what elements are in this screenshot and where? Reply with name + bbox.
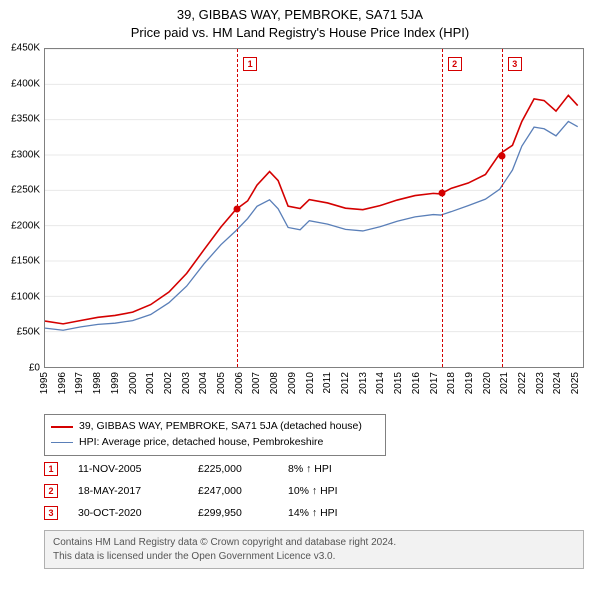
- x-tick-label: 2006: [234, 372, 245, 394]
- x-tick-label: 2011: [322, 372, 333, 394]
- y-tick-label: £400K: [11, 78, 40, 89]
- y-tick-label: £450K: [11, 43, 40, 54]
- y-tick-label: £200K: [11, 220, 40, 231]
- transaction-row: 3 30-OCT-2020£299,95014% ↑ HPI: [44, 502, 398, 524]
- legend-label: 39, GIBBAS WAY, PEMBROKE, SA71 5JA (deta…: [79, 419, 362, 435]
- x-tick-label: 2005: [216, 372, 227, 394]
- sale-vline: [502, 49, 503, 367]
- x-tick-label: 2022: [517, 372, 528, 394]
- legend-swatch: [51, 442, 73, 443]
- x-tick-label: 2012: [340, 372, 351, 394]
- legend-swatch: [51, 426, 73, 428]
- transaction-hpi: 10% ↑ HPI: [288, 485, 398, 497]
- legend-row: 39, GIBBAS WAY, PEMBROKE, SA71 5JA (deta…: [51, 419, 379, 435]
- y-tick-label: £50K: [17, 327, 40, 338]
- x-tick-label: 2016: [411, 372, 422, 394]
- chart-plot-area: 1 2 3: [44, 48, 584, 368]
- transaction-marker: 3: [44, 506, 58, 520]
- x-tick-label: 2021: [499, 372, 510, 394]
- x-tick-label: 2004: [198, 372, 209, 394]
- x-tick-label: 2025: [570, 372, 581, 394]
- transactions-table: 1 11-NOV-2005£225,0008% ↑ HPI 2 18-MAY-2017…: [44, 458, 398, 524]
- title-block: 39, GIBBAS WAY, PEMBROKE, SA71 5JA Price…: [0, 0, 600, 42]
- x-tick-label: 2024: [552, 372, 563, 394]
- x-tick-label: 2023: [535, 372, 546, 394]
- footer-line2: This data is licensed under the Open Gov…: [53, 550, 575, 564]
- transaction-row: 2 18-MAY-2017£247,00010% ↑ HPI: [44, 480, 398, 502]
- x-tick-label: 2001: [145, 372, 156, 394]
- transaction-hpi: 14% ↑ HPI: [288, 507, 398, 519]
- sale-marker-box: 2: [448, 57, 462, 71]
- transaction-date: 11-NOV-2005: [78, 463, 198, 475]
- x-tick-label: 2010: [305, 372, 316, 394]
- x-tick-label: 2014: [375, 372, 386, 394]
- transaction-date: 18-MAY-2017: [78, 485, 198, 497]
- x-axis: 1995199619971998199920002001200220032004…: [44, 368, 584, 410]
- x-tick-label: 1997: [74, 372, 85, 394]
- transaction-price: £299,950: [198, 507, 288, 519]
- sale-dot: [498, 152, 505, 159]
- sale-marker-box: 1: [243, 57, 257, 71]
- sale-dot: [438, 190, 445, 197]
- x-tick-label: 1998: [92, 372, 103, 394]
- x-tick-label: 1999: [110, 372, 121, 394]
- x-tick-label: 1995: [39, 372, 50, 394]
- sale-dot: [234, 206, 241, 213]
- x-tick-label: 2007: [251, 372, 262, 394]
- y-tick-label: £250K: [11, 185, 40, 196]
- transaction-price: £247,000: [198, 485, 288, 497]
- legend-label: HPI: Average price, detached house, Pemb…: [79, 435, 323, 451]
- x-tick-label: 1996: [57, 372, 68, 394]
- legend: 39, GIBBAS WAY, PEMBROKE, SA71 5JA (deta…: [44, 414, 386, 456]
- transaction-hpi: 8% ↑ HPI: [288, 463, 398, 475]
- sale-marker-box: 3: [508, 57, 522, 71]
- title-subtitle: Price paid vs. HM Land Registry's House …: [0, 24, 600, 42]
- transaction-row: 1 11-NOV-2005£225,0008% ↑ HPI: [44, 458, 398, 480]
- x-tick-label: 2008: [269, 372, 280, 394]
- y-tick-label: £100K: [11, 291, 40, 302]
- x-tick-label: 2009: [287, 372, 298, 394]
- x-tick-label: 2017: [429, 372, 440, 394]
- x-tick-label: 2000: [128, 372, 139, 394]
- x-tick-label: 2013: [358, 372, 369, 394]
- chart-container: 39, GIBBAS WAY, PEMBROKE, SA71 5JA Price…: [0, 0, 600, 590]
- y-tick-label: £350K: [11, 114, 40, 125]
- y-axis: £0£50K£100K£150K£200K£250K£300K£350K£400…: [0, 48, 44, 368]
- x-tick-label: 2020: [482, 372, 493, 394]
- x-tick-label: 2002: [163, 372, 174, 394]
- series-property: [45, 95, 578, 324]
- footer-line1: Contains HM Land Registry data © Crown c…: [53, 536, 575, 550]
- y-tick-label: £300K: [11, 149, 40, 160]
- transaction-price: £225,000: [198, 463, 288, 475]
- x-tick-label: 2003: [181, 372, 192, 394]
- y-tick-label: £150K: [11, 256, 40, 267]
- transaction-marker: 1: [44, 462, 58, 476]
- sale-vline: [442, 49, 443, 367]
- x-tick-label: 2018: [446, 372, 457, 394]
- x-tick-label: 2019: [464, 372, 475, 394]
- title-address: 39, GIBBAS WAY, PEMBROKE, SA71 5JA: [0, 6, 600, 24]
- x-tick-label: 2015: [393, 372, 404, 394]
- legend-row: HPI: Average price, detached house, Pemb…: [51, 435, 379, 451]
- footer-attribution: Contains HM Land Registry data © Crown c…: [44, 530, 584, 569]
- transaction-marker: 2: [44, 484, 58, 498]
- transaction-date: 30-OCT-2020: [78, 507, 198, 519]
